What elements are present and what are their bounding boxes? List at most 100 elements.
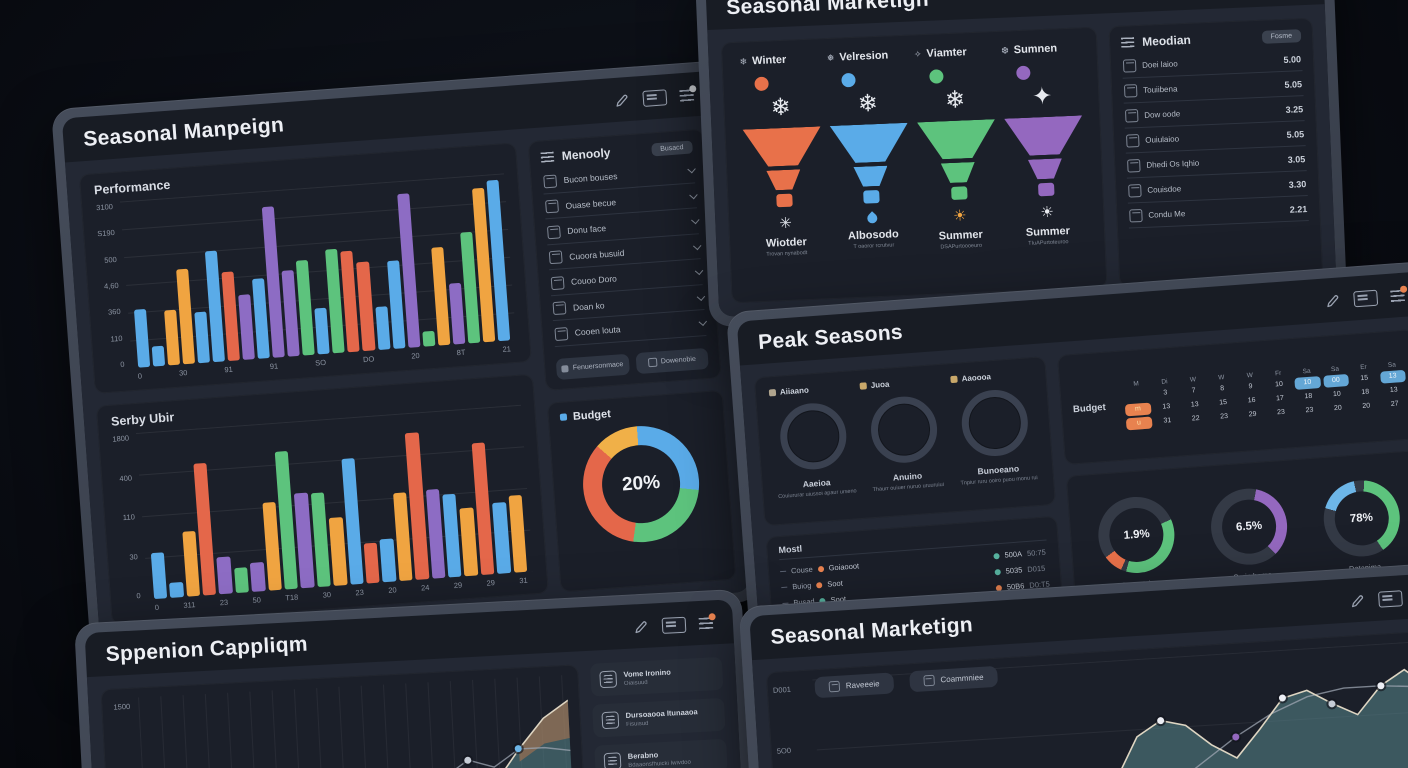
calendar-day[interactable]: 15 <box>1219 398 1228 407</box>
calendar-day[interactable]: m <box>1124 402 1152 416</box>
calendar-day[interactable]: 16 <box>1247 396 1256 405</box>
calendar-day[interactable]: 9 <box>1248 383 1253 391</box>
axis-tick: 50 <box>252 595 262 605</box>
calendar-day[interactable]: 18 <box>1361 388 1370 397</box>
pen-icon[interactable] <box>613 92 630 109</box>
legend-dot <box>994 568 1001 575</box>
axis-tick: 360 <box>107 307 121 318</box>
calendar-day[interactable] <box>1124 388 1150 402</box>
gauge-ring: 6.5% <box>1208 485 1290 567</box>
axis-tick: 91 <box>224 364 234 375</box>
stat-icon <box>859 382 868 390</box>
calendar-day[interactable]: 10 <box>1332 390 1342 399</box>
panel-body: ❄ Winter ❄ ✳ Wiotder Trovan nynabodt ❅ Vel… <box>707 4 1337 317</box>
calendar-day[interactable]: 23 <box>1220 412 1229 421</box>
calendar-day[interactable]: 27 <box>1390 400 1399 408</box>
hamburger-icon[interactable] <box>540 151 555 163</box>
charts-column: Performance 3100 S190 500 4,60 360 110 0 0 30 91… <box>78 142 549 626</box>
notes-icon[interactable] <box>661 616 687 634</box>
four-point-star-icon: ✦ <box>1031 82 1053 111</box>
notes-icon[interactable] <box>1377 590 1403 608</box>
download-button[interactable]: Dowenobie <box>634 347 709 374</box>
module-icon <box>603 752 622 768</box>
primary-footer-button[interactable]: Fenuersonmace <box>555 353 630 380</box>
list-title: Meodian <box>1141 32 1192 49</box>
calendar-day[interactable]: 23 <box>1305 406 1314 415</box>
list-action-button[interactable]: Fosme <box>1261 28 1302 44</box>
panel-seasonal-manpeign: Seasonal Manpeign Performance 3100 S190 50… <box>51 60 761 650</box>
calendar-icon <box>545 199 559 214</box>
axis-tick: 1800 <box>112 433 130 444</box>
pen-icon[interactable] <box>1324 292 1341 309</box>
axis-tick: 30 <box>178 368 188 378</box>
weekday-header: W <box>1189 375 1197 384</box>
menu-title: Menooly <box>561 145 611 164</box>
calendar-day[interactable]: 15 <box>1360 374 1369 383</box>
bar <box>249 561 266 592</box>
weekday-header: Sa <box>1302 367 1311 375</box>
pen-icon[interactable] <box>1349 593 1366 610</box>
axis-tick: 91 <box>269 361 279 371</box>
calendar-day[interactable]: 17 <box>1275 394 1285 403</box>
weekday-header: Di <box>1161 377 1168 386</box>
bar <box>430 246 451 346</box>
module-icon <box>601 711 620 730</box>
calendar-day[interactable]: u <box>1125 416 1153 430</box>
button-label: Dowenobie <box>660 355 697 366</box>
item-value: 2.21 <box>1289 203 1308 215</box>
download-icon <box>647 357 658 368</box>
calendar-day[interactable]: 3 <box>1163 389 1168 397</box>
bar <box>328 517 348 586</box>
color-dot <box>841 72 857 88</box>
menu-action-button[interactable]: Busacd <box>650 139 693 156</box>
menu-icon[interactable] <box>679 85 697 103</box>
panel-header: Sppenion Cappliqm <box>85 599 734 677</box>
legend-dot <box>993 552 1000 559</box>
summary-card[interactable]: Vome Ironino Oiaisuud <box>589 656 724 697</box>
notes-icon[interactable] <box>1353 289 1379 308</box>
calendar-day[interactable]: 8 <box>1219 385 1225 393</box>
calendar-day[interactable]: 20 <box>1333 404 1343 413</box>
notes-icon[interactable] <box>642 89 668 107</box>
bar <box>233 567 250 594</box>
calendar-day[interactable]: 13 <box>1379 369 1406 384</box>
calendar-day[interactable]: 13 <box>1389 386 1398 394</box>
funnel-footer-label: Albosodo <box>847 228 899 243</box>
calendar-day[interactable]: 20 <box>1362 402 1371 411</box>
calendar-day[interactable]: 7 <box>1191 387 1196 395</box>
axis-tick: 20 <box>411 351 420 361</box>
gauge-value: 6.5% <box>1235 519 1263 534</box>
page-title: Seasonal Marketign <box>725 0 930 20</box>
summary-card[interactable]: Dursoaooa Itunaaoa Fisuisud <box>592 697 726 738</box>
menu-icon[interactable] <box>1390 285 1408 303</box>
page-title: Peak Seasons <box>757 320 904 355</box>
menu-icon[interactable] <box>698 613 716 630</box>
bar <box>181 531 200 597</box>
hamburger-icon[interactable] <box>1120 37 1135 48</box>
calendar-day[interactable]: 13 <box>1190 401 1199 409</box>
gauge-value: 78% <box>1349 511 1374 525</box>
calendar-day[interactable]: 13 <box>1162 403 1171 411</box>
funnel-column-velresion: ❅ Velresion ❄ Albosodo T oaoror rcrutvur <box>827 49 915 289</box>
snowflake-icon: ❄ <box>944 86 966 115</box>
axis-tick: 20 <box>387 585 397 595</box>
axis-tick: DO <box>362 354 375 365</box>
calendar-day[interactable]: 31 <box>1163 417 1172 425</box>
calendar-day[interactable]: 29 <box>1248 410 1257 419</box>
stat-icon <box>950 375 958 384</box>
weekday-header: Sa <box>1387 360 1397 369</box>
pen-icon[interactable] <box>633 619 650 636</box>
calendar-day[interactable]: 22 <box>1191 415 1200 423</box>
screen: Peak Seasons Aiiaano Aaeioa Couiururar u… <box>736 271 1408 655</box>
rings-card: Aiiaano Aaeioa Couiururar uiussoi apaur … <box>753 356 1056 527</box>
ring-stat: Aaoooa Bunoeano Tnpiur ruru ooiro puou m… <box>950 369 1041 500</box>
calendar-day[interactable]: 23 <box>1276 408 1286 417</box>
menu-item-label: Couoo Doro <box>570 273 618 287</box>
summary-card[interactable]: Berabno Bdaaonsfhuicki Iwivdoo <box>594 738 728 768</box>
calendar-day[interactable]: 00 <box>1322 373 1350 388</box>
calendar-day[interactable]: 10 <box>1294 375 1321 390</box>
calendar-day[interactable]: 10 <box>1274 380 1284 389</box>
calendar-day[interactable]: 18 <box>1304 392 1313 401</box>
bar <box>238 294 255 360</box>
